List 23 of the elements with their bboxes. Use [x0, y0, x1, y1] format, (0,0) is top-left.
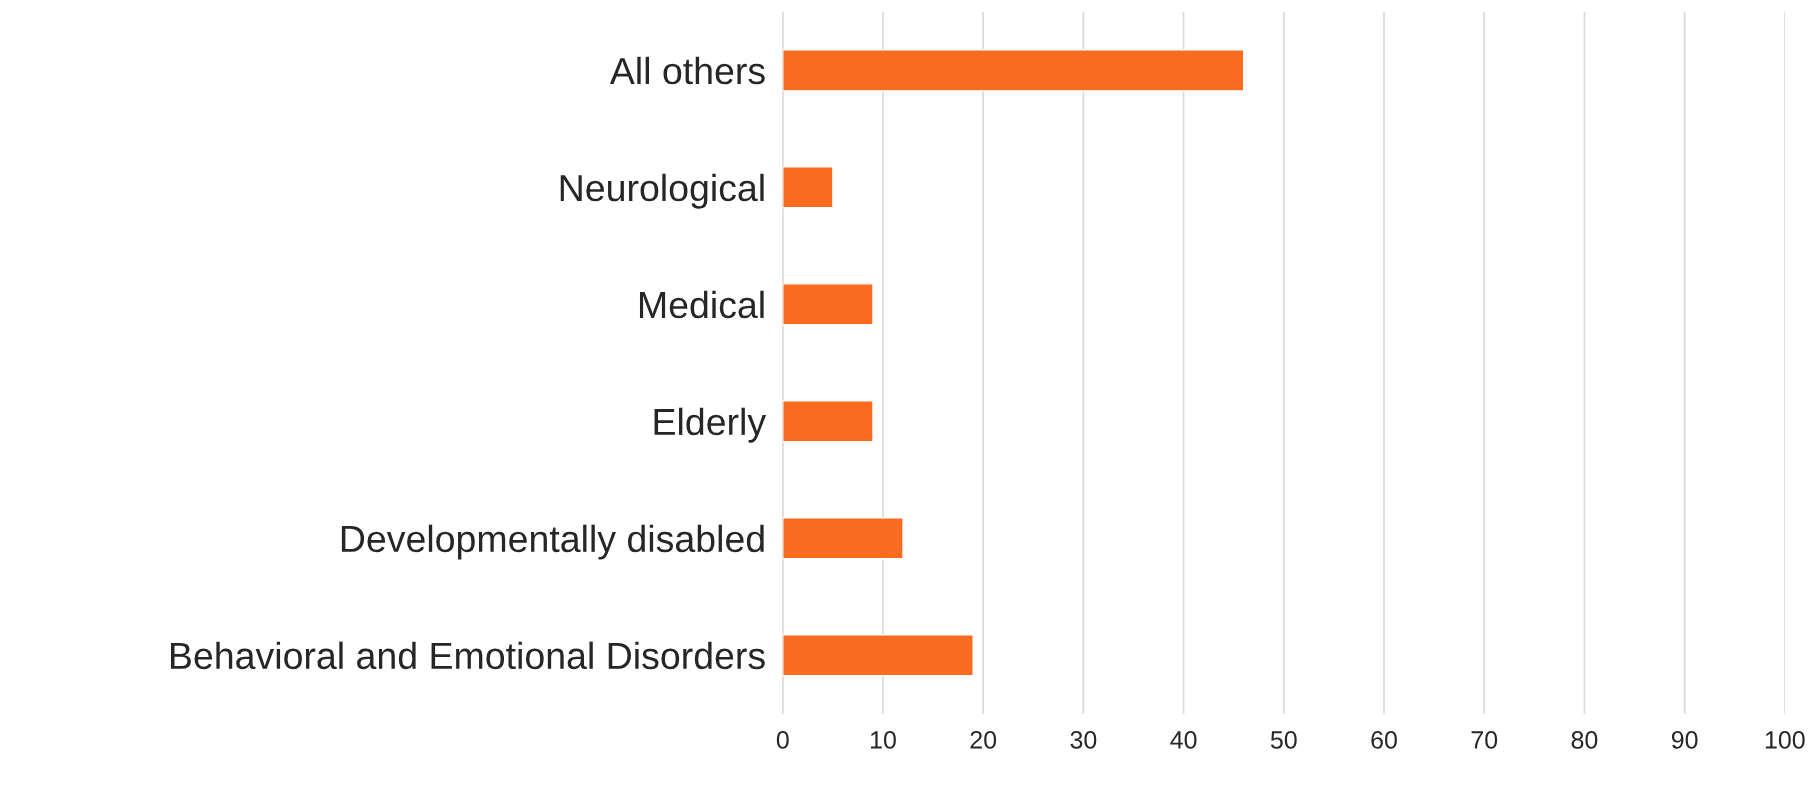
x-tick-label: 50: [1270, 731, 1297, 749]
bar: [782, 400, 874, 443]
bar: [782, 283, 874, 326]
y-tick-label: Elderly: [654, 407, 767, 443]
bar: [782, 517, 904, 560]
y-tick-label: All others: [609, 56, 765, 85]
x-tick-label: 20: [970, 731, 997, 749]
x-tick-label: 80: [1571, 731, 1598, 749]
y-tick-label: Behavioral and Emotional Disorders: [171, 641, 765, 670]
x-tick-label: 100: [1765, 731, 1805, 749]
x-tick-label: 0: [776, 731, 789, 749]
y-tick-label: Developmentally disabled: [341, 524, 764, 560]
bar: [782, 634, 974, 677]
x-tick-label: 40: [1170, 731, 1197, 749]
bar: [782, 166, 834, 209]
x-tick-label: 10: [870, 731, 896, 749]
x-tick-label: 70: [1471, 731, 1498, 749]
y-tick-label: Medical: [639, 290, 764, 319]
y-tick-label: Neurological: [560, 173, 764, 209]
bar: [782, 49, 1245, 92]
x-tick-label: 60: [1371, 731, 1397, 749]
x-tick-label: 90: [1671, 731, 1698, 749]
x-tick-label: 30: [1070, 731, 1097, 749]
